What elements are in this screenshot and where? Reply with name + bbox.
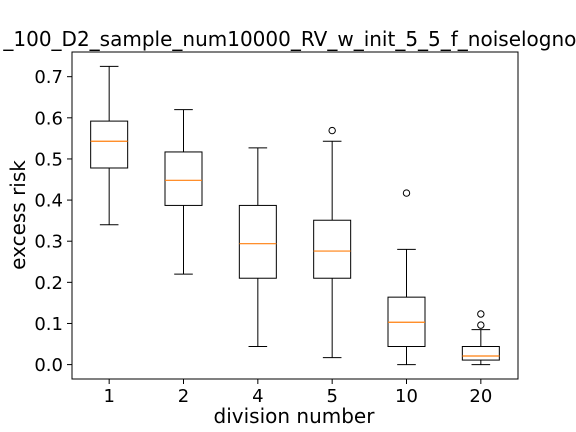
outlier-point	[477, 321, 485, 329]
box-group	[461, 310, 500, 366]
outlier-point	[328, 126, 336, 135]
x-tick-label: 5	[326, 386, 337, 407]
x-axis-label: division number	[214, 404, 376, 428]
box	[90, 120, 129, 169]
x-tick-label: 10	[395, 386, 418, 407]
box	[238, 204, 277, 279]
y-axis: 0.0 0.1 0.2 0.3 0.4 0.5 0.6 0.7	[34, 67, 72, 376]
box-group	[164, 109, 203, 275]
y-axis-label: excess risk	[6, 160, 30, 270]
y-tick-label: 0.1	[34, 314, 63, 335]
y-tick-label: 0.6	[34, 108, 63, 129]
chart-title: _100_D2_sample_num10000_RV_w_init_5_5_f_…	[2, 27, 576, 51]
box	[461, 346, 500, 361]
y-tick-label: 0.4	[34, 191, 63, 212]
box	[164, 151, 203, 206]
x-tick-label: 2	[178, 386, 189, 407]
box-group	[387, 189, 426, 366]
x-tick-label: 1	[103, 386, 114, 407]
y-tick-label: 0.5	[34, 149, 63, 170]
box-group	[90, 65, 129, 226]
y-tick-label: 0.2	[34, 273, 63, 294]
x-tick-label: 20	[469, 386, 492, 407]
box	[313, 219, 352, 279]
outlier-point	[477, 310, 485, 318]
box-group	[238, 147, 277, 348]
plot-area	[90, 65, 500, 366]
y-tick-label: 0.3	[34, 232, 63, 253]
x-axis: 1 2 4 5 10 20	[103, 379, 492, 407]
outlier-point	[402, 189, 411, 197]
x-tick-label: 4	[252, 386, 263, 407]
plot-frame	[71, 51, 519, 380]
y-tick-label: 0.7	[34, 67, 63, 88]
y-tick-label: 0.0	[34, 355, 63, 376]
box-group	[313, 126, 352, 359]
